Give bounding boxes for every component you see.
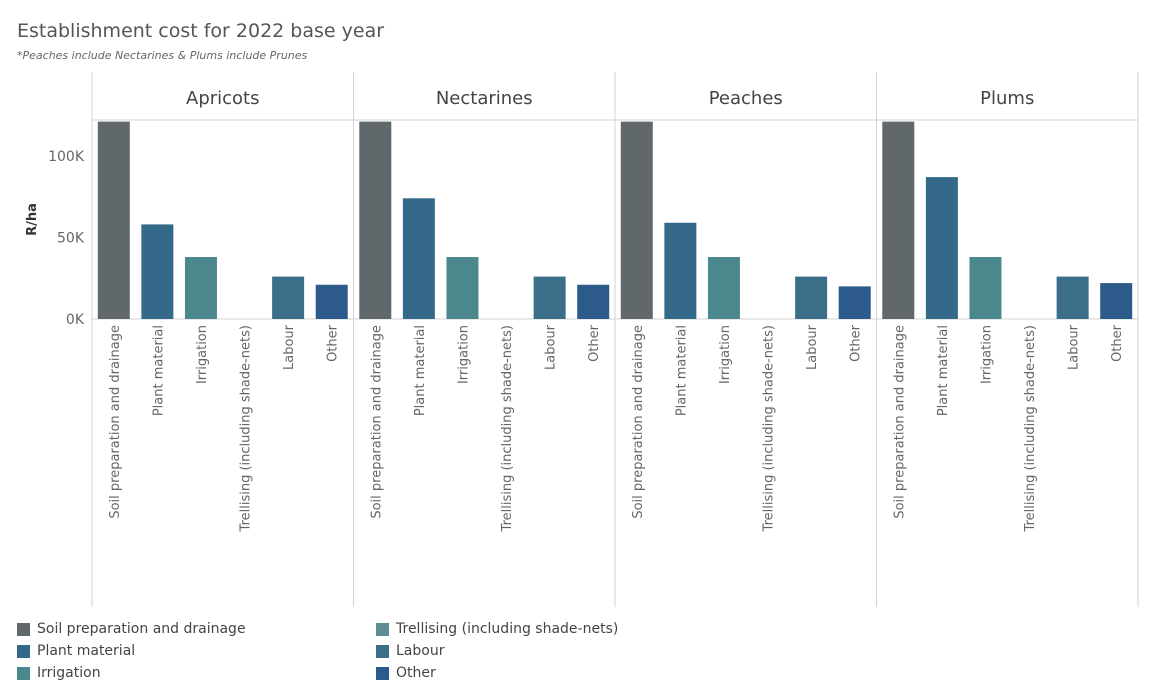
- panel-header-nectarines: Nectarines: [436, 88, 533, 109]
- x-tick-label: Labour: [805, 324, 820, 370]
- legend-swatch: [376, 622, 389, 636]
- bar-apricots-4: [272, 276, 305, 319]
- bar-peaches-0: [620, 121, 653, 319]
- x-tick-label: Trellising (including shade-nets): [762, 325, 777, 532]
- legend-swatch: [376, 644, 389, 658]
- bar-plums-4: [1056, 276, 1089, 319]
- x-tick-label: Labour: [544, 324, 559, 370]
- x-tick-label: Irrigation: [979, 325, 994, 384]
- x-tick-label: Trellising (including shade-nets): [239, 325, 254, 532]
- x-tick-label: Irrigation: [456, 325, 471, 384]
- bar-peaches-2: [707, 257, 740, 319]
- legend-swatch: [17, 666, 30, 680]
- bar-chart: 0K 50K 100K R/ha Apricots Soil preparation an…: [25, 72, 1139, 607]
- legend-item-irrigation[interactable]: Irrigation: [17, 662, 246, 684]
- legend-item-soil-preparation[interactable]: Soil preparation and drainage: [17, 618, 246, 640]
- x-tick-label: Plant material: [413, 325, 428, 416]
- x-tick-label: Other: [1110, 324, 1125, 362]
- legend-swatch: [17, 644, 30, 658]
- legend-item-plant-material[interactable]: Plant material: [17, 640, 246, 662]
- bar-peaches-4: [795, 276, 828, 319]
- bar-apricots-0: [97, 121, 130, 319]
- panel-header-apricots: Apricots: [186, 88, 260, 109]
- bar-plums-1: [925, 177, 958, 319]
- x-tick-label: Plant material: [936, 325, 951, 416]
- chart-subtitle: *Peaches include Nectarines & Plums incl…: [17, 49, 308, 62]
- x-tick-label: Labour: [1067, 324, 1082, 370]
- panel-header-plums: Plums: [980, 88, 1034, 109]
- x-tick-label: Irrigation: [718, 325, 733, 384]
- bar-apricots-2: [184, 257, 217, 319]
- bar-peaches-5: [838, 286, 871, 319]
- legend-swatch: [17, 622, 30, 636]
- bar-plums-2: [969, 257, 1002, 319]
- bar-peaches-1: [664, 222, 697, 319]
- bar-apricots-1: [141, 224, 174, 319]
- bar-nectarines-1: [402, 198, 435, 319]
- x-tick-label: Trellising (including shade-nets): [500, 325, 515, 532]
- bar-plums-5: [1100, 283, 1133, 319]
- legend-column-2: Trellising (including shade-nets) Labour…: [376, 618, 618, 684]
- bar-nectarines-4: [533, 276, 566, 319]
- legend-label: Labour: [396, 643, 445, 659]
- legend-label: Soil preparation and drainage: [37, 621, 246, 637]
- x-tick-label: Soil preparation and drainage: [892, 325, 907, 519]
- legend-item-other[interactable]: Other: [376, 662, 618, 684]
- legend-label: Other: [396, 665, 436, 681]
- y-tick-label: 0K: [66, 312, 85, 328]
- x-tick-label: Plant material: [151, 325, 166, 416]
- legend-item-labour[interactable]: Labour: [376, 640, 618, 662]
- legend-label: Trellising (including shade-nets): [396, 621, 619, 637]
- bar-apricots-5: [315, 284, 348, 319]
- y-axis-label: R/ha: [25, 203, 40, 236]
- x-tick-label: Trellising (including shade-nets): [1023, 325, 1038, 532]
- legend-swatch: [376, 666, 389, 680]
- x-tick-label: Labour: [282, 324, 297, 370]
- chart-title: Establishment cost for 2022 base year: [17, 20, 385, 42]
- y-tick-label: 100K: [48, 149, 85, 165]
- legend-label: Plant material: [37, 643, 136, 659]
- x-tick-label: Soil preparation and drainage: [108, 325, 123, 519]
- bar-plums-0: [882, 121, 915, 319]
- panel-header-peaches: Peaches: [709, 88, 783, 109]
- x-tick-label: Other: [587, 324, 602, 362]
- legend-item-trellising[interactable]: Trellising (including shade-nets): [376, 618, 618, 640]
- legend-column-1: Soil preparation and drainage Plant mate…: [17, 618, 246, 684]
- bar-nectarines-5: [577, 284, 610, 319]
- x-tick-label: Other: [326, 324, 341, 362]
- x-tick-label: Soil preparation and drainage: [369, 325, 384, 519]
- x-tick-label: Soil preparation and drainage: [631, 325, 646, 519]
- x-tick-label: Irrigation: [195, 325, 210, 384]
- x-tick-label: Plant material: [674, 325, 689, 416]
- bar-nectarines-2: [446, 257, 479, 319]
- legend-label: Irrigation: [37, 665, 101, 681]
- bar-nectarines-0: [359, 121, 392, 319]
- x-tick-label: Other: [849, 324, 864, 362]
- y-tick-label: 50K: [57, 230, 85, 246]
